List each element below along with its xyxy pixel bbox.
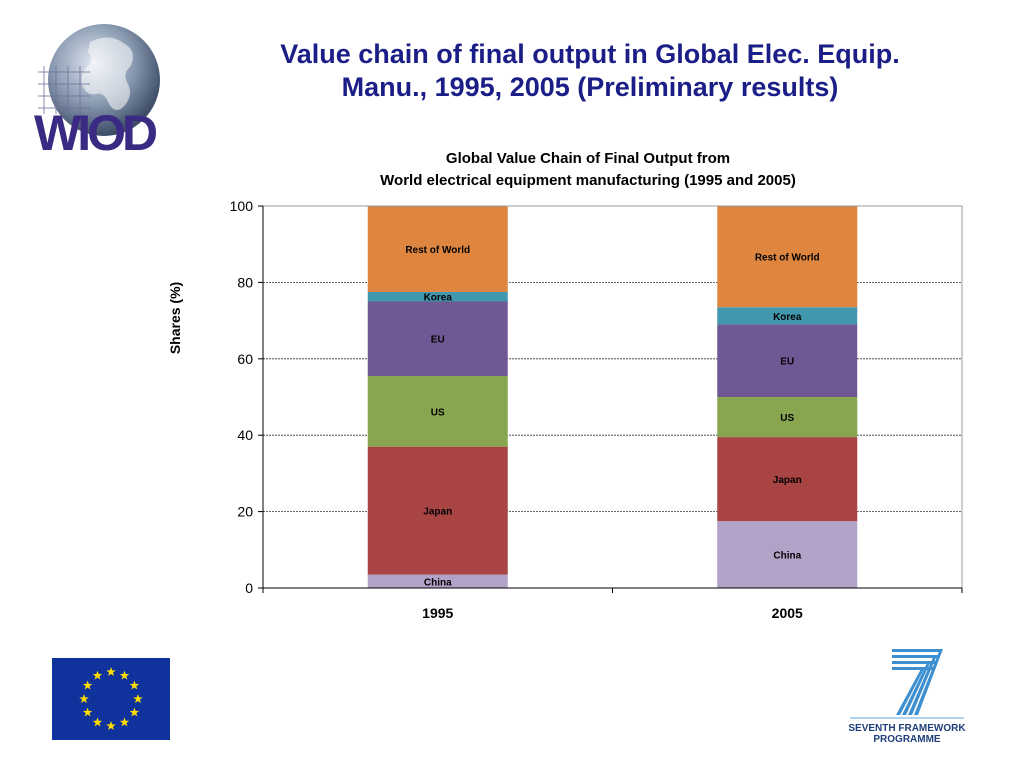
x-tick-label: 2005 (772, 605, 803, 621)
segment-label: China (773, 551, 801, 562)
star-icon (129, 680, 140, 690)
chart-title-line2: World electrical equipment manufacturing… (380, 172, 796, 189)
y-tick-label: 20 (237, 504, 253, 520)
y-tick-label: 80 (237, 274, 253, 290)
slide-title: Value chain of final output in Global El… (190, 38, 990, 104)
bar-segment (717, 521, 858, 588)
segment-label: Rest of World (755, 253, 820, 264)
y-tick-label: 60 (237, 351, 253, 367)
star-icon (79, 694, 89, 704)
segment-label: Rest of World (405, 245, 470, 256)
star-icon (119, 670, 130, 680)
fp7-text-line2: PROGRAMME (873, 734, 941, 745)
wiod-logo-text: WIOD (34, 105, 157, 157)
fp7-text-line1: SEVENTH FRAMEWORK (848, 723, 966, 734)
segment-label: Korea (424, 293, 453, 304)
slide-title-line2: Manu., 1995, 2005 (Preliminary results) (341, 72, 839, 102)
bars-group: China Japan US EU Korea Rest of World China Jap… (367, 206, 858, 588)
bar-segment (717, 324, 858, 397)
bar-segment (367, 206, 508, 292)
bar-segment (717, 437, 858, 522)
segment-label: US (780, 413, 794, 424)
segment-label: Japan (423, 507, 452, 518)
axes-group: 0 20 40 60 80 100 1995 2005 (230, 198, 963, 621)
eu-flag-icon (52, 658, 170, 740)
wiod-logo: WIOD (34, 24, 161, 157)
bar-segment (367, 574, 508, 588)
fp7-seven-icon (892, 649, 943, 715)
segment-label: US (431, 407, 445, 418)
bar-segment (717, 206, 858, 308)
y-tick-label: 40 (237, 427, 253, 443)
fp7-logo: SEVENTH FRAMEWORK PROGRAMME (848, 649, 966, 745)
segment-label: EU (780, 357, 794, 368)
bar-segment (367, 301, 508, 376)
globe-continent-shape (81, 37, 134, 110)
y-tick-label: 100 (230, 198, 254, 214)
bar-segment (367, 446, 508, 575)
x-tick-label: 1995 (422, 605, 453, 621)
globe-grid-icon (38, 66, 90, 114)
eu-stars (79, 667, 143, 731)
y-axis-label: Shares (%) (167, 282, 183, 354)
segment-label: Korea (773, 312, 802, 323)
star-icon (92, 670, 103, 680)
bar-segment (717, 397, 858, 438)
segment-label: EU (431, 335, 445, 346)
star-icon (82, 707, 93, 717)
star-icon (106, 667, 116, 677)
bar-segment (367, 375, 508, 447)
star-icon (82, 680, 93, 690)
chart-title-line1: Global Value Chain of Final Output from (446, 150, 730, 167)
star-icon (106, 721, 116, 731)
star-icon (92, 717, 103, 727)
segment-label: China (424, 577, 452, 588)
slide-title-line1: Value chain of final output in Global El… (280, 39, 900, 69)
star-icon (129, 707, 140, 717)
star-icon (119, 717, 130, 727)
bar-segment (367, 291, 508, 302)
star-icon (133, 694, 143, 704)
segment-label: Japan (773, 475, 802, 486)
bar-segment (717, 307, 858, 325)
y-tick-label: 0 (245, 580, 253, 596)
